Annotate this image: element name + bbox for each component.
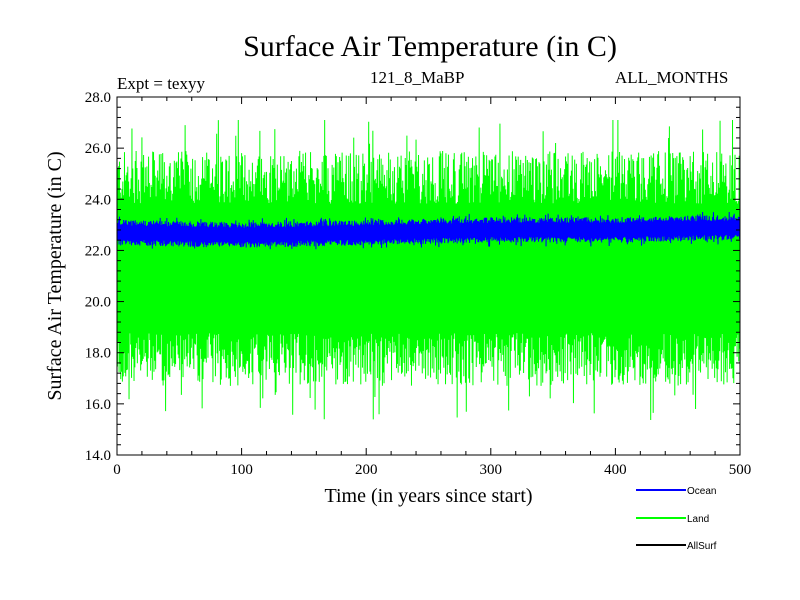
y-axis-label: Surface Air Temperature (in C) [44, 151, 66, 400]
x-tick-label: 100 [230, 462, 253, 478]
y-tick-label: 14.0 [85, 448, 111, 464]
chart-title: Surface Air Temperature (in C) [243, 30, 617, 63]
x-tick-label: 300 [480, 462, 503, 478]
x-axis-label: Time (in years since start) [324, 485, 532, 507]
y-tick-label: 22.0 [85, 243, 111, 259]
series-layer [116, 120, 741, 420]
x-tick-label: 400 [604, 462, 627, 478]
legend-label-ocean: Ocean [687, 486, 716, 497]
series-ocean-line [116, 212, 741, 250]
y-tick-label: 26.0 [85, 141, 111, 157]
x-tick-label: 500 [729, 462, 752, 478]
legend-label-land: Land [687, 514, 709, 525]
legend: Ocean Land AllSurf [636, 486, 717, 552]
period-label: 121_8_MaBP [370, 68, 465, 87]
plot-frame [116, 96, 741, 456]
x-tick-label: 200 [355, 462, 378, 478]
y-tick-label: 20.0 [85, 295, 111, 311]
experiment-label: Expt = texyy [117, 74, 205, 93]
y-tick-label: 18.0 [85, 346, 111, 362]
months-label: ALL_MONTHS [615, 68, 729, 87]
y-tick-label: 16.0 [85, 397, 111, 413]
axis-layer: 0 100 200 300 400 500 14.0 16.0 18.0 20.0 22.0 24.0… [44, 90, 751, 507]
legend-label-allsurf: AllSurf [687, 541, 717, 552]
series-land-line [116, 120, 741, 420]
y-tick-label: 28.0 [85, 90, 111, 106]
y-tick-label: 24.0 [85, 192, 111, 208]
x-tick-label: 0 [113, 462, 121, 478]
